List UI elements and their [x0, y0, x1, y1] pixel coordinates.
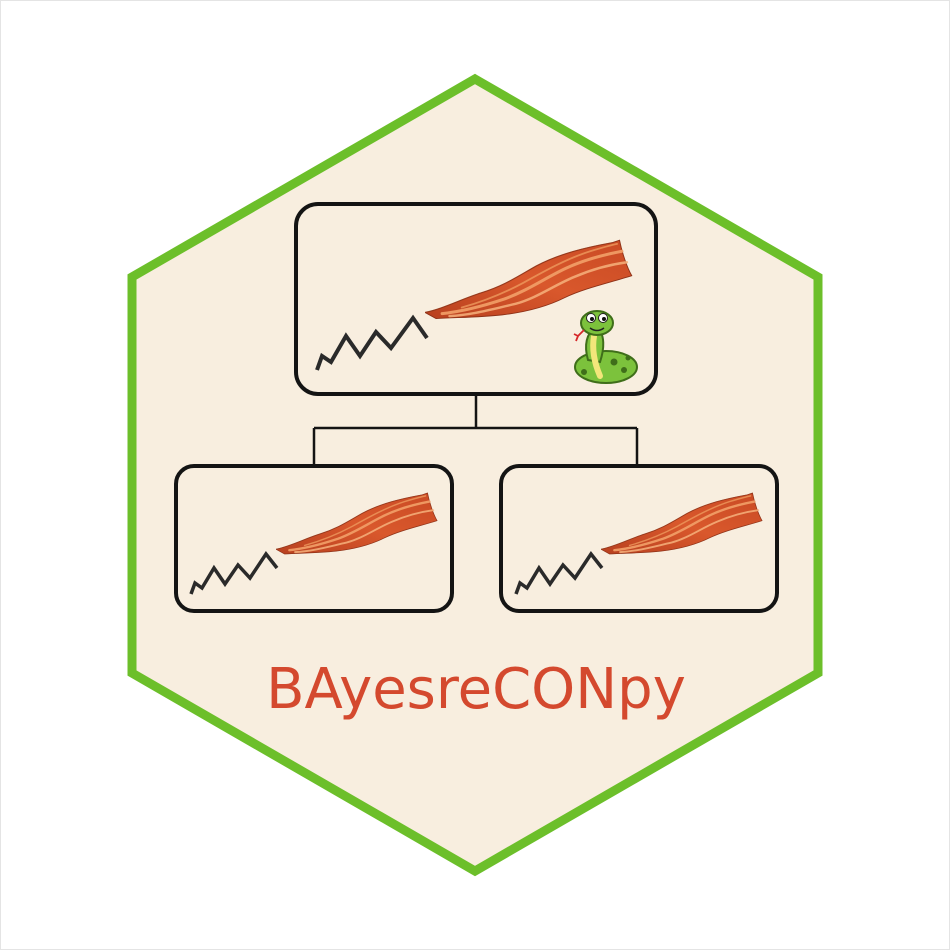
child-model-box-right — [499, 464, 779, 613]
snake-icon — [573, 310, 638, 384]
top-model-box — [294, 202, 658, 396]
package-title: BAyesreCONpy — [266, 657, 686, 722]
tree-connectors — [312, 394, 639, 466]
zigzag-line-icon — [315, 314, 429, 371]
child-model-box-left — [174, 464, 454, 613]
zigzag-line-icon — [514, 551, 604, 595]
zigzag-line-icon — [189, 551, 279, 595]
